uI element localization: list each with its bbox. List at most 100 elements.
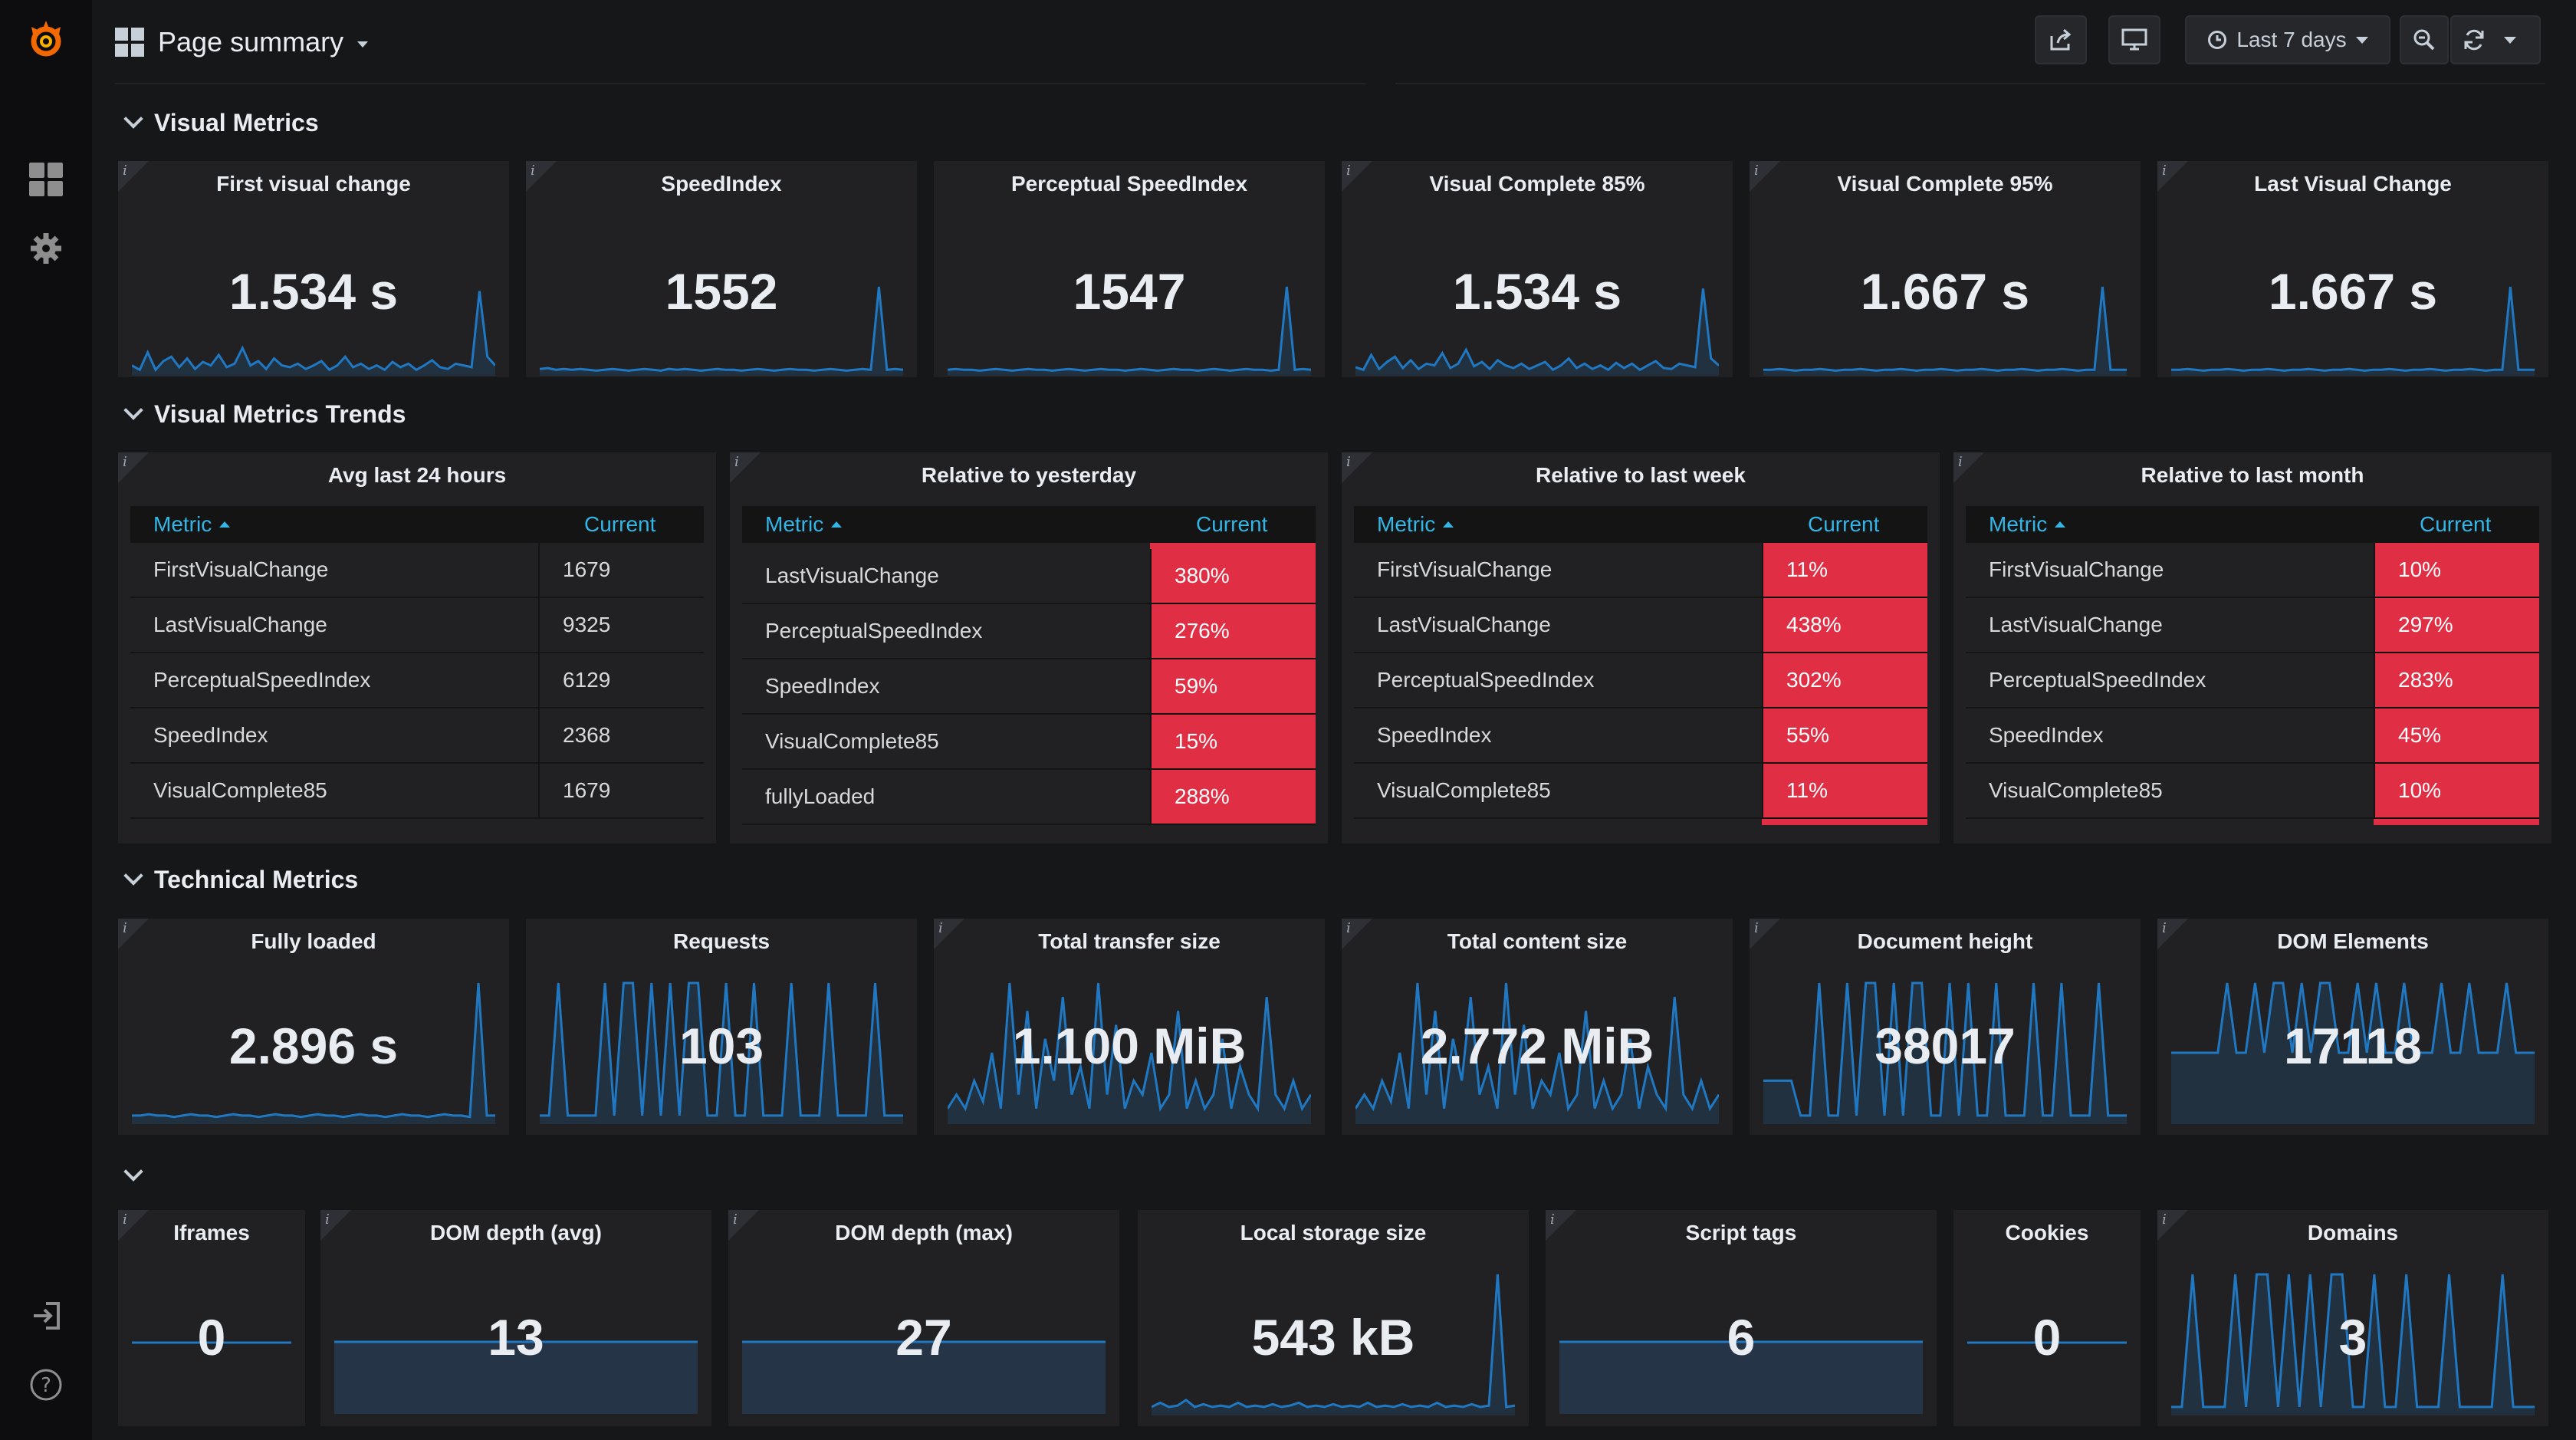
table-row[interactable]: LastVisualChange 297% [1966,598,2539,653]
stat-panel[interactable]: Requests 103 [526,919,917,1135]
info-icon[interactable]: i [531,163,535,179]
table-row[interactable]: VisualComplete85 15% [742,715,1316,770]
column-header-current[interactable]: Current [1808,512,1880,536]
table-row[interactable]: VisualComplete85 1679 [130,764,704,819]
stat-panel[interactable]: i Script tags 6 [1546,1210,1937,1426]
stat-panel[interactable]: i Visual Complete 85% 1.534 s [1342,161,1733,377]
sign-in-icon[interactable] [23,1293,69,1339]
info-icon[interactable]: i [123,920,127,936]
panel-title[interactable]: First visual change [216,172,411,196]
settings-gear-icon[interactable] [23,225,69,271]
panel-info-corner[interactable] [1546,1210,1576,1241]
table-row[interactable]: PerceptualSpeedIndex 302% [1354,653,1927,708]
info-icon[interactable]: i [123,454,127,470]
stat-panel[interactable]: Local storage size 543 kB [1138,1210,1529,1426]
stat-panel[interactable]: i DOM depth (max) 27 [728,1210,1119,1426]
panel-title[interactable]: Requests [672,929,770,953]
panel-title[interactable]: DOM depth (max) [835,1221,1013,1244]
stat-panel[interactable]: i Iframes 0 [118,1210,305,1426]
info-icon[interactable]: i [733,1212,738,1228]
column-header-metric[interactable]: Metric [1354,512,1785,537]
column-header-metric[interactable]: Metric [130,512,561,537]
panel-info-corner[interactable] [728,1210,759,1241]
table-panel[interactable]: i Relative to last week Metric Current First… [1342,452,1940,843]
tv-mode-button[interactable] [2108,15,2160,64]
stat-panel[interactable]: i Domains 3 [2157,1210,2548,1426]
panel-title[interactable]: Relative to last month [2141,463,2364,487]
panel-info-corner[interactable] [2157,1210,2188,1241]
panel-title[interactable]: DOM depth (avg) [430,1221,602,1244]
panel-title[interactable]: Iframes [173,1221,250,1244]
stat-panel[interactable]: i Last Visual Change 1.667 s [2157,161,2548,377]
panel-info-corner[interactable] [118,919,149,949]
panel-info-corner[interactable] [1342,919,1372,949]
table-row[interactable]: LastVisualChange 9325 [130,598,704,653]
panel-title[interactable]: Document height [1857,929,2033,953]
panel-info-corner[interactable] [1750,161,1780,192]
info-icon[interactable]: i [123,163,127,179]
dashboard-picker[interactable]: Page summary [115,23,369,61]
panel-info-corner[interactable] [934,919,964,949]
stat-panel[interactable]: i First visual change 1.534 s [118,161,509,377]
info-icon[interactable]: i [1550,1212,1555,1228]
panel-title[interactable]: Total transfer size [1038,929,1221,953]
refresh-interval-caret-icon[interactable] [2504,36,2516,44]
zoom-out-button[interactable] [2400,15,2449,64]
info-icon[interactable]: i [2162,1212,2167,1228]
table-row[interactable]: PerceptualSpeedIndex 6129 [130,653,704,708]
panel-title[interactable]: Fully loaded [251,929,376,953]
row-header-technical-metrics[interactable]: Technical Metrics [123,860,358,899]
info-icon[interactable]: i [1346,163,1351,179]
time-range-picker[interactable]: Last 7 days [2185,15,2390,64]
panel-info-corner[interactable] [730,452,761,483]
table-row[interactable]: fullyLoaded 288% [742,770,1316,825]
info-icon[interactable]: i [2162,163,2167,179]
info-icon[interactable]: i [325,1212,330,1228]
row-header-visual-metrics[interactable]: Visual Metrics [123,104,319,142]
table-row[interactable]: VisualComplete85 11% [1354,764,1927,819]
panel-info-corner[interactable] [1750,919,1780,949]
table-row[interactable]: PerceptualSpeedIndex 276% [742,604,1316,659]
panel-info-corner[interactable] [118,452,149,483]
stat-panel[interactable]: Perceptual SpeedIndex 1547 [934,161,1325,377]
info-icon[interactable]: i [938,920,943,936]
stat-panel[interactable]: i Total transfer size 1.100 MiB [934,919,1325,1135]
panel-title[interactable]: Cookies [2005,1221,2089,1244]
table-row[interactable]: LastVisualChange 380% [742,549,1316,604]
table-row[interactable]: FirstVisualChange 10% [1966,543,2539,598]
stat-panel[interactable]: i DOM Elements 17118 [2157,919,2548,1135]
column-header-metric[interactable]: Metric [1966,512,2397,537]
panel-title[interactable]: Visual Complete 95% [1837,172,2053,196]
stat-panel[interactable]: i Total content size 2.772 MiB [1342,919,1733,1135]
info-icon[interactable]: i [734,454,739,470]
info-icon[interactable]: i [2162,920,2167,936]
panel-title[interactable]: Avg last 24 hours [327,463,507,487]
info-icon[interactable]: i [1754,920,1759,936]
table-row[interactable]: SpeedIndex 59% [742,659,1316,715]
panel-title[interactable]: Script tags [1685,1221,1797,1244]
table-panel[interactable]: i Relative to last month Metric Current Firs… [1953,452,2551,843]
dashboards-icon[interactable] [23,156,69,202]
panel-info-corner[interactable] [526,161,557,192]
panel-title[interactable]: SpeedIndex [661,172,782,196]
panel-info-corner[interactable] [118,1210,149,1241]
info-icon[interactable]: i [1958,454,1963,470]
table-row[interactable]: SpeedIndex 45% [1966,708,2539,764]
panel-title[interactable]: Relative to last week [1536,463,1746,487]
panel-info-corner[interactable] [1953,452,1984,483]
refresh-button[interactable] [2450,15,2541,64]
stat-panel[interactable]: Cookies 0 [1953,1210,2141,1426]
panel-title[interactable]: Domains [2307,1221,2399,1244]
info-icon[interactable]: i [1754,163,1759,179]
table-row[interactable]: PerceptualSpeedIndex 283% [1966,653,2539,708]
panel-title[interactable]: DOM Elements [2277,929,2429,953]
table-row[interactable]: FirstVisualChange 11% [1354,543,1927,598]
panel-title[interactable]: Perceptual SpeedIndex [1010,172,1248,196]
panel-info-corner[interactable] [2157,919,2188,949]
stat-panel[interactable]: i DOM depth (avg) 13 [320,1210,711,1426]
info-icon[interactable]: i [1346,454,1351,470]
stat-panel[interactable]: i SpeedIndex 1552 [526,161,917,377]
info-icon[interactable]: i [1346,920,1351,936]
table-row[interactable]: FirstVisualChange 1679 [130,543,704,598]
share-button[interactable] [2035,15,2087,64]
